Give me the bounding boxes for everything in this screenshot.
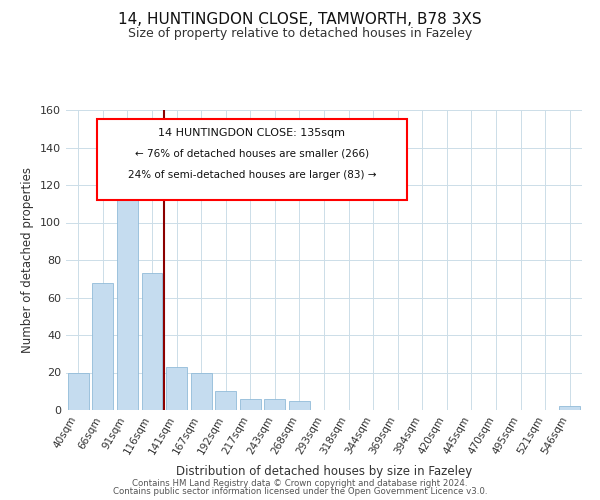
Bar (68, 372, 89, 410)
Text: 24% of semi-detached houses are larger (83) →: 24% of semi-detached houses are larger (… (128, 170, 376, 180)
Y-axis label: Number of detached properties: Number of detached properties (22, 167, 34, 353)
Bar (240, 399, 261, 410)
Text: Contains public sector information licensed under the Open Government Licence v3: Contains public sector information licen… (113, 487, 487, 496)
Bar (215, 391, 236, 410)
Bar (142, 273, 163, 410)
Bar (559, 406, 580, 410)
Bar (289, 400, 310, 410)
X-axis label: Distribution of detached houses by size in Fazeley: Distribution of detached houses by size … (176, 464, 472, 477)
Text: 14 HUNTINGDON CLOSE: 135sqm: 14 HUNTINGDON CLOSE: 135sqm (158, 128, 345, 138)
Text: Contains HM Land Registry data © Crown copyright and database right 2024.: Contains HM Land Registry data © Crown c… (132, 478, 468, 488)
Bar (166, 367, 187, 410)
Text: Size of property relative to detached houses in Fazeley: Size of property relative to detached ho… (128, 28, 472, 40)
Text: 14, HUNTINGDON CLOSE, TAMWORTH, B78 3XS: 14, HUNTINGDON CLOSE, TAMWORTH, B78 3XS (118, 12, 482, 28)
Bar (191, 372, 212, 410)
Bar (265, 399, 286, 410)
Bar (117, 174, 138, 410)
FancyBboxPatch shape (97, 119, 407, 200)
Text: ← 76% of detached houses are smaller (266): ← 76% of detached houses are smaller (26… (134, 149, 369, 159)
Bar (92, 282, 113, 410)
